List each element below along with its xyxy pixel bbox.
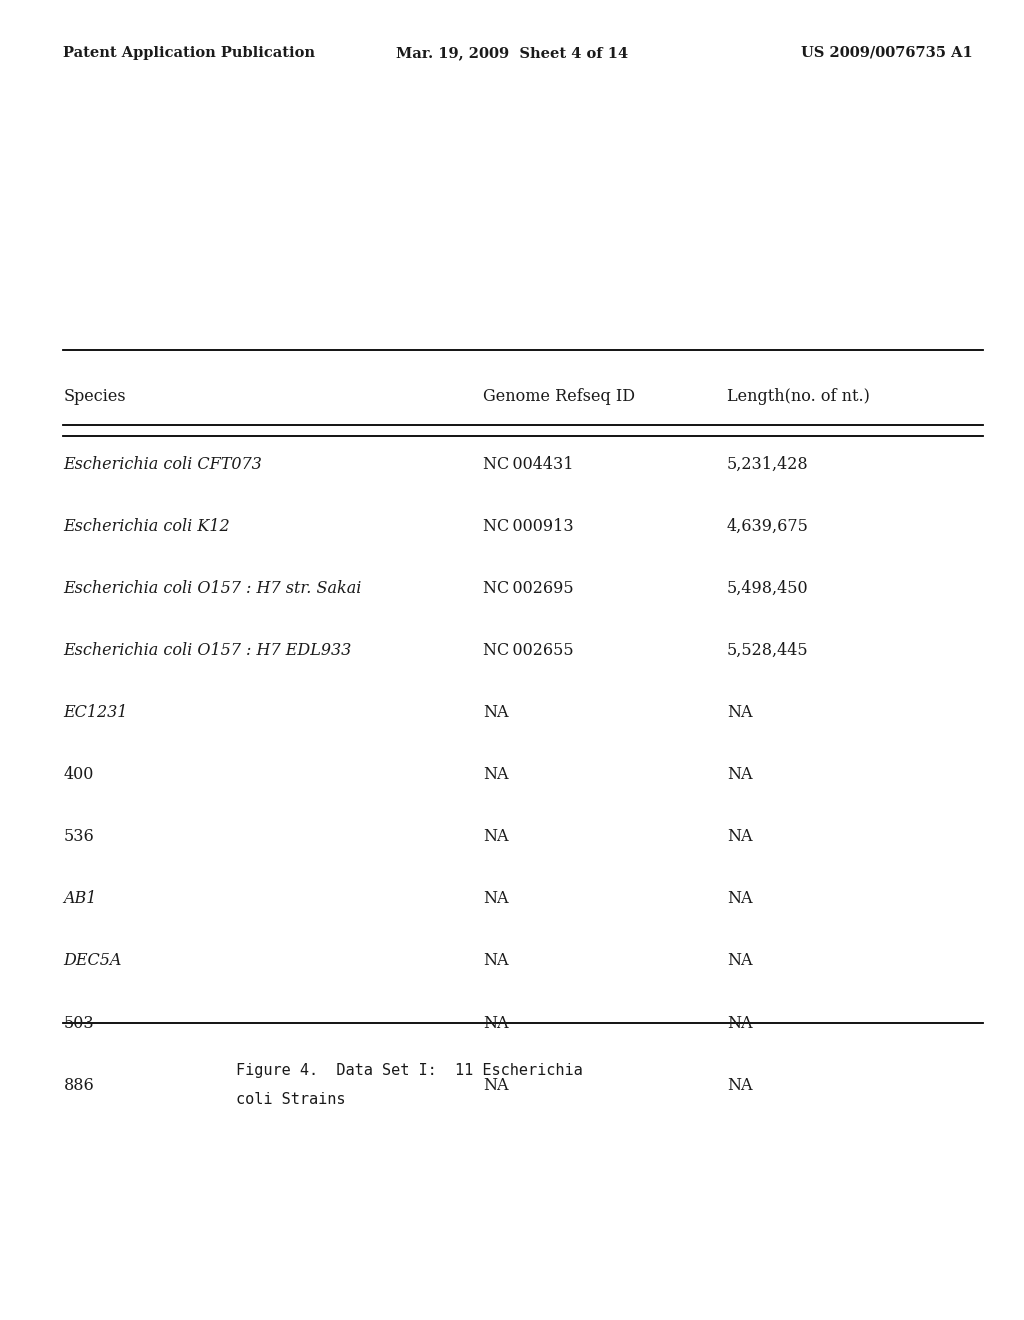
Text: 886: 886 [63, 1077, 94, 1093]
Text: NA: NA [727, 1015, 753, 1031]
Text: NA: NA [483, 891, 509, 907]
Text: NA: NA [727, 705, 753, 721]
Text: Escherichia coli CFT073: Escherichia coli CFT073 [63, 457, 262, 473]
Text: NC 000913: NC 000913 [483, 519, 574, 535]
Text: 5,528,445: 5,528,445 [727, 643, 809, 659]
Text: NC 004431: NC 004431 [483, 457, 573, 473]
Text: NA: NA [727, 767, 753, 783]
Text: US 2009/0076735 A1: US 2009/0076735 A1 [801, 46, 973, 59]
Text: 503: 503 [63, 1015, 94, 1031]
Text: AB1: AB1 [63, 891, 97, 907]
Text: Mar. 19, 2009  Sheet 4 of 14: Mar. 19, 2009 Sheet 4 of 14 [396, 46, 628, 59]
Text: 4,639,675: 4,639,675 [727, 519, 809, 535]
Text: 536: 536 [63, 829, 94, 845]
Text: Escherichia coli O157 : H7 str. Sakai: Escherichia coli O157 : H7 str. Sakai [63, 581, 361, 597]
Text: Species: Species [63, 388, 126, 404]
Text: NC 002655: NC 002655 [483, 643, 574, 659]
Text: 5,498,450: 5,498,450 [727, 581, 809, 597]
Text: NA: NA [727, 1077, 753, 1093]
Text: coli Strains: coli Strains [236, 1092, 345, 1106]
Text: Genome Refseq ID: Genome Refseq ID [483, 388, 635, 404]
Text: 400: 400 [63, 767, 94, 783]
Text: NA: NA [483, 705, 509, 721]
Text: Figure 4.  Data Set I:  11 Escherichia: Figure 4. Data Set I: 11 Escherichia [236, 1063, 583, 1077]
Text: Patent Application Publication: Patent Application Publication [63, 46, 315, 59]
Text: NA: NA [727, 891, 753, 907]
Text: DEC5A: DEC5A [63, 953, 122, 969]
Text: EC1231: EC1231 [63, 705, 128, 721]
Text: NA: NA [483, 829, 509, 845]
Text: Escherichia coli K12: Escherichia coli K12 [63, 519, 230, 535]
Text: NA: NA [483, 767, 509, 783]
Text: 5,231,428: 5,231,428 [727, 457, 809, 473]
Text: Length(no. of nt.): Length(no. of nt.) [727, 388, 870, 404]
Text: NC 002695: NC 002695 [483, 581, 574, 597]
Text: NA: NA [483, 1077, 509, 1093]
Text: NA: NA [483, 953, 509, 969]
Text: NA: NA [483, 1015, 509, 1031]
Text: Escherichia coli O157 : H7 EDL933: Escherichia coli O157 : H7 EDL933 [63, 643, 351, 659]
Text: NA: NA [727, 953, 753, 969]
Text: NA: NA [727, 829, 753, 845]
